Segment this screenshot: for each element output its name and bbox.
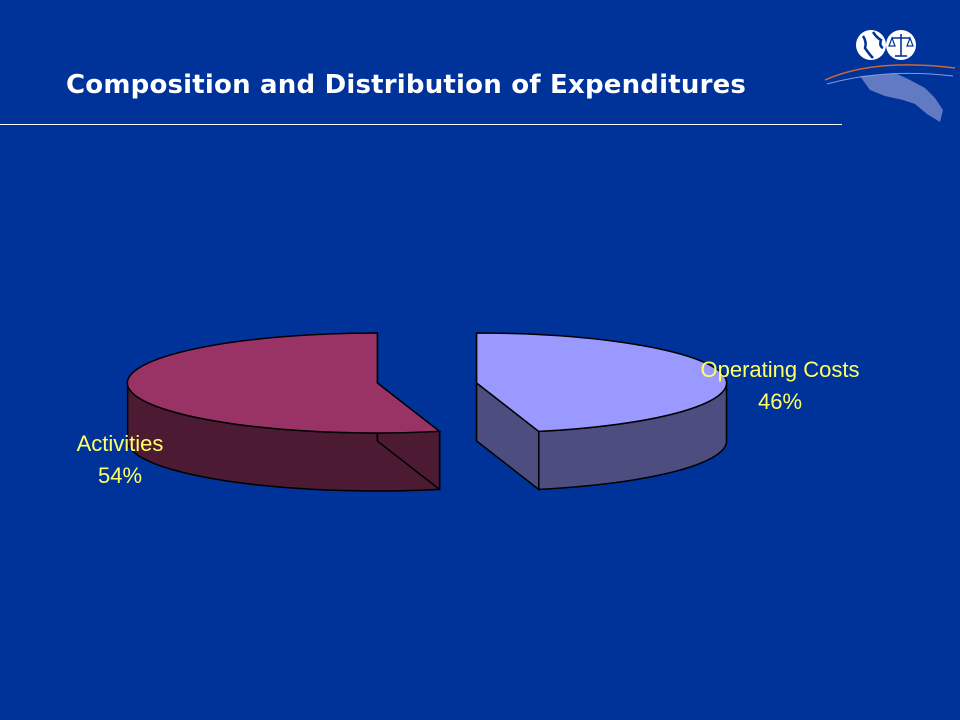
oas-logo-icon	[824, 30, 956, 122]
pie-slice-operating-costs-top	[475, 332, 728, 433]
slice-label-activities-name: Activities	[76, 431, 164, 456]
pie-slice-activities-top	[126, 332, 442, 434]
slice-label-activities-pct: 54%	[97, 463, 143, 488]
title-divider	[0, 124, 842, 125]
pie-slice-operating-costs	[475, 332, 728, 491]
slice-label-activities: Activities 54%	[60, 428, 180, 492]
slice-label-operating-costs-pct: 46%	[757, 389, 803, 414]
pie-slice-activities	[126, 332, 442, 492]
slice-label-operating-costs: Operating Costs 46%	[680, 354, 880, 418]
slice-label-operating-costs-name: Operating Costs	[700, 357, 860, 382]
page-title: Composition and Distribution of Expendit…	[66, 70, 747, 100]
